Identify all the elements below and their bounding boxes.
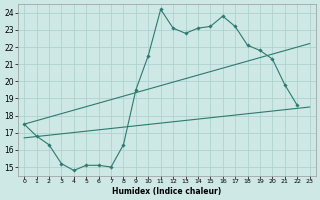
X-axis label: Humidex (Indice chaleur): Humidex (Indice chaleur) xyxy=(112,187,221,196)
